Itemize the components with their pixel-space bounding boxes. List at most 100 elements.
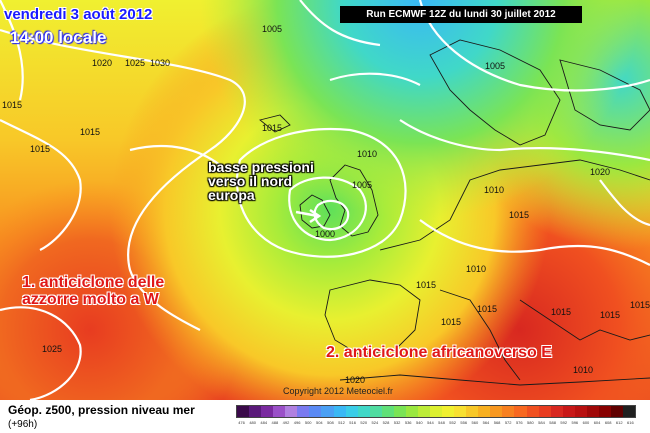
isobar-label-1015-b: 1015: [80, 127, 100, 137]
scale-tick-label: 552: [449, 420, 456, 425]
isobar-label-1015-k: 1015: [630, 300, 650, 310]
map-legend-title: Géop. z500, pression niveau mer: [8, 403, 195, 417]
scale-tick-label: 604: [593, 420, 601, 425]
scale-tick-label: 524: [371, 420, 379, 425]
isobar-label-1015-a: 1015: [2, 100, 22, 110]
color-scale-bar: [236, 405, 636, 418]
scale-swatch: [478, 406, 491, 417]
scale-swatch: [610, 406, 623, 417]
isobar-label-1025-b: 1025: [42, 344, 62, 354]
scale-tick-label: 560: [471, 420, 479, 425]
azores-high-line-2: azzorre molto a W: [22, 291, 159, 308]
scale-tick-label: 536: [404, 420, 412, 425]
scale-swatch: [430, 406, 443, 417]
isobar-label-1015-d: 1015: [262, 123, 282, 133]
scale-tick-label: 508: [327, 420, 334, 425]
scale-swatch: [357, 406, 370, 417]
isobars: [0, 0, 650, 400]
scale-swatch: [297, 406, 310, 417]
weather-map: 1020 1025 1030 1015 1015 1015 1015 1010 …: [0, 0, 650, 400]
scale-tick-label: 580: [527, 420, 534, 425]
isobar-label-1015-j: 1015: [441, 317, 461, 327]
scale-swatch: [405, 406, 418, 417]
scale-tick-label: 584: [538, 420, 545, 425]
scale-swatch: [526, 406, 539, 417]
scale-tick-label: 600: [582, 420, 590, 425]
geopotential-field: 1020 1025 1030 1015 1015 1015 1015 1010 …: [0, 0, 650, 400]
low-pressure-line-2: verso il nord: [208, 173, 293, 189]
scale-tick-label: 616: [627, 420, 634, 425]
scale-tick-label: 544: [427, 420, 434, 425]
low-pressure-line-1: basse pressioni: [208, 159, 314, 175]
scale-tick-label: 516: [349, 420, 356, 425]
low-pressure-annotation: basse pressioni verso il nord europa: [208, 160, 314, 202]
isobar-label-1010-b: 1010: [484, 185, 504, 195]
scale-tick-label: 496: [293, 420, 301, 425]
isobar-label-1005-c: 1005: [262, 24, 282, 34]
scale-swatch: [249, 406, 262, 417]
scale-swatch: [285, 406, 298, 417]
scale-tick-label: 520: [360, 420, 368, 425]
scale-tick-label: 592: [560, 420, 568, 425]
low-pressure-line-3: europa: [208, 187, 255, 203]
azores-high-annotation: 1. anticiclone delle azzorre molto a W: [22, 274, 164, 308]
scale-swatch: [237, 406, 250, 417]
scale-tick-label: 564: [482, 420, 490, 425]
low-center-marker: [295, 208, 322, 224]
scale-tick-label: 504: [315, 420, 323, 425]
forecast-lead-time: (+96h): [8, 419, 38, 430]
scale-swatch: [586, 406, 599, 417]
scale-tick-label: 568: [493, 420, 501, 425]
scale-tick-label: 484: [260, 420, 268, 425]
scale-tick-label: 512: [338, 420, 345, 425]
scale-tick-label: 488: [271, 420, 279, 425]
isobar-label-1005-b: 1005: [485, 61, 505, 71]
forecast-local-time: 14:00 locale: [10, 28, 107, 47]
scale-tick-label: 540: [415, 420, 423, 425]
scale-tick-label: 548: [438, 420, 445, 425]
scale-swatch: [574, 406, 587, 417]
isobar-label-1000: 1000: [315, 229, 335, 239]
isobar-label-1015-e: 1015: [509, 210, 529, 220]
isobar-label-1010-a: 1010: [357, 149, 377, 159]
scale-swatch: [538, 406, 551, 417]
scale-tick-label: 500: [304, 420, 312, 425]
scale-swatch: [369, 406, 382, 417]
scale-swatch: [490, 406, 503, 417]
scale-swatch: [514, 406, 527, 417]
isobar-label-1005-a: 1005: [352, 180, 372, 190]
isobar-label-1010-d: 1010: [573, 365, 593, 375]
isobar-label-1015-h: 1015: [551, 307, 571, 317]
scale-tick-label: 492: [282, 420, 290, 425]
isobar-label-1030: 1030: [150, 58, 170, 68]
scale-swatch: [309, 406, 322, 417]
scale-swatch: [550, 406, 563, 417]
scale-swatch: [562, 406, 575, 417]
scale-tick-label: 612: [615, 420, 623, 425]
scale-tick-label: 476: [238, 420, 245, 425]
scale-tick-label: 576: [515, 420, 523, 425]
scale-swatch: [321, 406, 334, 417]
isobar-label-1020-c: 1020: [345, 375, 365, 385]
scale-swatch: [598, 406, 611, 417]
isobar-label-1020-a: 1020: [92, 58, 112, 68]
isobar-labels: 1020 1025 1030 1015 1015 1015 1015 1010 …: [2, 24, 650, 385]
scale-swatch: [502, 406, 515, 417]
model-run-info: Run ECMWF 12Z du lundi 30 juillet 2012: [340, 6, 582, 23]
scale-swatch: [261, 406, 274, 417]
isobar-label-1015-c: 1015: [30, 144, 50, 154]
scale-tick-label: 528: [382, 420, 390, 425]
scale-tick-label: 556: [460, 420, 468, 425]
isobar-label-1010-c: 1010: [466, 264, 486, 274]
scale-swatch: [623, 406, 636, 417]
scale-swatch: [273, 406, 286, 417]
scale-swatch: [393, 406, 406, 417]
scale-swatch: [381, 406, 394, 417]
scale-swatch: [345, 406, 358, 417]
african-high-annotation: 2. anticiclone africanoverso E: [326, 344, 552, 361]
scale-swatch: [466, 406, 479, 417]
scale-swatch: [454, 406, 467, 417]
color-scale-labels: 476 480 484 488 492 496 500 504 508 512 516 520 524 5…: [236, 420, 636, 425]
scale-tick-label: 596: [571, 420, 579, 425]
scale-tick-label: 572: [504, 420, 512, 425]
